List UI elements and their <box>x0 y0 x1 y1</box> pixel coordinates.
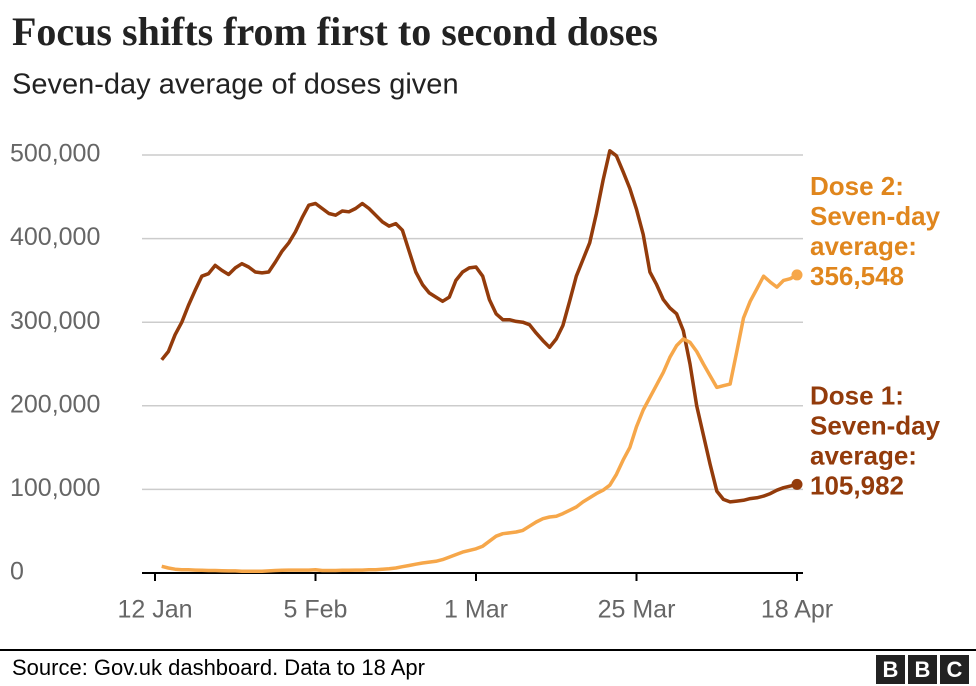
y-tick-label: 400,000 <box>10 223 100 251</box>
logo-box <box>940 655 969 684</box>
y-tick-label: 0 <box>10 558 24 586</box>
series-label: average: <box>810 440 917 470</box>
y-tick-label: 100,000 <box>10 474 100 502</box>
y-tick-label: 500,000 <box>10 140 100 168</box>
end-value-label: 356,548 <box>810 261 904 291</box>
end-point <box>791 269 803 281</box>
logo-letter: B <box>915 657 931 682</box>
x-tick-label: 1 Mar <box>444 596 508 624</box>
chart-subtitle: Seven-day average of doses given <box>12 69 459 101</box>
x-tick-label: 25 Mar <box>598 596 676 624</box>
y-tick-label: 200,000 <box>10 390 100 418</box>
x-tick-label: 18 Apr <box>761 596 833 624</box>
series-label: average: <box>810 231 917 261</box>
logo-letter: B <box>883 657 899 682</box>
end-point <box>791 478 803 490</box>
series-label: Seven-day <box>810 410 941 440</box>
series-label: Dose 2: <box>810 171 904 201</box>
series-label: Seven-day <box>810 201 941 231</box>
source: Source: Gov.uk dashboard. Data to 18 Apr <box>12 655 425 680</box>
y-tick-label: 300,000 <box>10 307 100 335</box>
series-line <box>161 273 798 574</box>
x-tick-label: 5 Feb <box>284 596 348 624</box>
logo-letter: C <box>947 657 963 682</box>
series-line <box>160 149 798 504</box>
x-tick-label: 12 Jan <box>117 596 192 624</box>
logo-box <box>908 655 937 684</box>
chart-title: Focus shifts from first to second doses <box>12 9 658 54</box>
series-label: Dose 1: <box>810 380 904 410</box>
logo-box <box>876 655 905 684</box>
end-value-label: 105,982 <box>810 470 904 500</box>
